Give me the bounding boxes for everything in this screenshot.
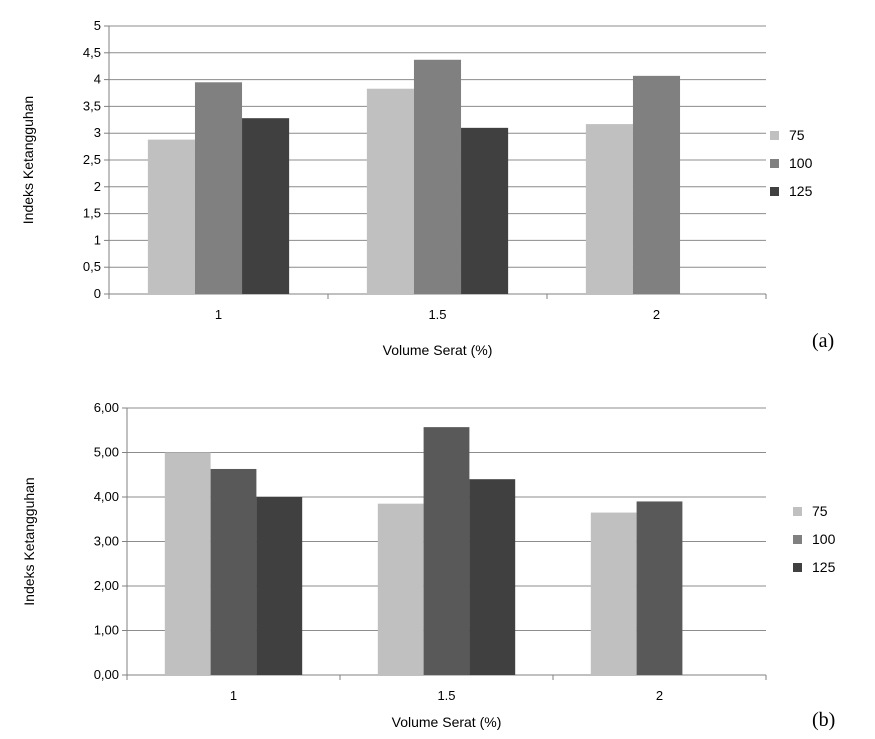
x-tick-label: 2 bbox=[653, 307, 660, 322]
legend-swatch-125 bbox=[793, 563, 802, 572]
bar-75-2 bbox=[585, 124, 633, 294]
y-axis-title: Indeks Ketangguhan bbox=[21, 477, 37, 605]
panel-label: (a) bbox=[812, 330, 834, 352]
x-tick-label: 1 bbox=[230, 688, 237, 703]
x-tick-label: 1.5 bbox=[428, 307, 446, 322]
legend-label-75: 75 bbox=[789, 127, 805, 143]
legend-swatch-100 bbox=[793, 535, 802, 544]
y-axis-title: Indeks Ketangguhan bbox=[20, 96, 36, 224]
x-axis-title: Volume Serat (%) bbox=[392, 714, 502, 730]
legend-label-125: 125 bbox=[812, 559, 836, 575]
y-tick-label: 4,00 bbox=[94, 489, 119, 504]
y-tick-label: 0,00 bbox=[94, 667, 119, 682]
x-tick-label: 1.5 bbox=[437, 688, 455, 703]
bar-100-1.5 bbox=[413, 59, 462, 294]
bar-100-1.5 bbox=[423, 427, 470, 675]
y-tick-label: 3,00 bbox=[94, 534, 119, 549]
y-tick-label: 4 bbox=[94, 72, 101, 87]
legend-swatch-100 bbox=[770, 159, 779, 168]
y-tick-label: 0,5 bbox=[83, 259, 101, 274]
bar-75-2 bbox=[590, 512, 637, 675]
y-tick-label: 1,5 bbox=[83, 206, 101, 221]
x-axis-title: Volume Serat (%) bbox=[383, 342, 493, 358]
chart-panel-b: 0,00 1,00 2,00 3,00 4,00 5,00 6,00 1 1.5 2 Indeks … bbox=[21, 400, 836, 731]
legend-swatch-125 bbox=[770, 187, 779, 196]
y-tick-label: 1,00 bbox=[94, 623, 119, 638]
bar-125-1 bbox=[242, 118, 290, 294]
legend-swatch-75 bbox=[793, 507, 802, 516]
legend-label-75: 75 bbox=[812, 503, 828, 519]
bar-125-1.5 bbox=[469, 479, 516, 675]
bar-125-1.5 bbox=[461, 127, 509, 294]
bar-75-1 bbox=[164, 452, 211, 675]
bar-75-1 bbox=[147, 139, 195, 294]
bar-75-1.5 bbox=[366, 88, 414, 294]
bar-125-1 bbox=[256, 497, 303, 675]
panel-label: (b) bbox=[812, 709, 835, 731]
y-tick-label: 3,5 bbox=[83, 98, 101, 113]
bar-75-1.5 bbox=[377, 503, 424, 675]
legend-label-100: 100 bbox=[789, 155, 813, 171]
legend-swatch-75 bbox=[770, 131, 779, 140]
y-tick-label: 2 bbox=[94, 179, 101, 194]
x-tick-label: 1 bbox=[215, 307, 222, 322]
bar-100-1 bbox=[210, 468, 257, 675]
y-tick-label: 6,00 bbox=[94, 400, 119, 415]
legend-label-125: 125 bbox=[789, 183, 813, 199]
y-tick-label: 0 bbox=[94, 286, 101, 301]
y-tick-label: 3 bbox=[94, 125, 101, 140]
y-tick-label: 5 bbox=[94, 18, 101, 33]
y-tick-label: 2,00 bbox=[94, 578, 119, 593]
y-tick-label: 2,5 bbox=[83, 152, 101, 167]
y-tick-label: 4,5 bbox=[83, 45, 101, 60]
bar-100-2 bbox=[636, 501, 683, 675]
legend-label-100: 100 bbox=[812, 531, 836, 547]
bar-100-2 bbox=[632, 75, 681, 295]
chart-panel-a: 0 0,5 1 1,5 2 2,5 3 3,5 4 4,5 5 1 1.5 2 Indeks Ketangg… bbox=[20, 18, 834, 358]
x-tick-label: 2 bbox=[656, 688, 663, 703]
y-tick-label: 1 bbox=[94, 232, 101, 247]
bar-100-1 bbox=[194, 82, 243, 294]
y-tick-label: 5,00 bbox=[94, 445, 119, 460]
